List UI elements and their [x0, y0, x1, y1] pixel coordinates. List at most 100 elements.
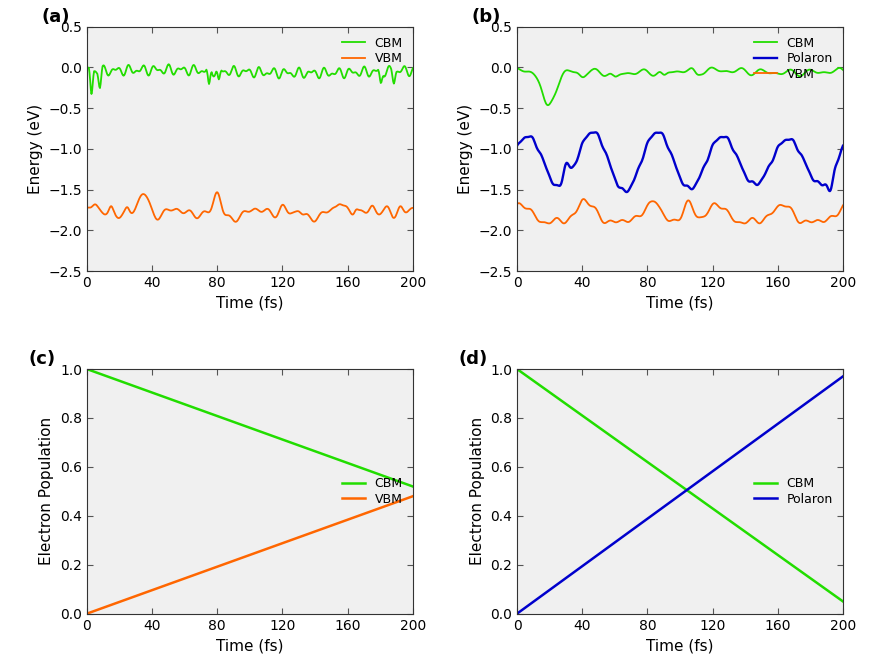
CBM — [401, 65, 411, 73]
VBM — [348, 514, 359, 522]
Polaron — [689, 182, 700, 190]
VBM — [831, 212, 841, 220]
VBM — [238, 553, 249, 561]
Line: CBM: CBM — [517, 369, 843, 602]
X-axis label: Time (fs): Time (fs) — [647, 638, 713, 653]
VBM — [212, 188, 222, 196]
CBM — [830, 592, 840, 600]
Y-axis label: Energy (eV): Energy (eV) — [28, 104, 43, 194]
Y-axis label: Electron Population: Electron Population — [469, 418, 485, 566]
VBM — [408, 204, 418, 212]
VBM — [82, 610, 92, 618]
X-axis label: Time (fs): Time (fs) — [647, 295, 713, 311]
Polaron — [706, 468, 716, 476]
VBM — [740, 219, 750, 227]
CBM — [542, 101, 553, 109]
CBM — [706, 63, 717, 71]
VBM — [669, 215, 680, 223]
VBM — [400, 495, 410, 503]
CBM — [258, 429, 269, 437]
CBM — [408, 64, 418, 72]
CBM — [831, 65, 841, 73]
Polaron — [590, 128, 600, 136]
VBM — [230, 218, 241, 226]
CBM — [838, 598, 848, 606]
Polaron — [688, 482, 699, 490]
CBM — [689, 66, 700, 74]
Polaron — [838, 372, 848, 380]
Polaron — [670, 160, 680, 168]
Polaron — [668, 155, 679, 163]
Polaron — [831, 160, 841, 168]
VBM — [258, 546, 269, 554]
VBM — [259, 206, 269, 214]
Line: VBM: VBM — [517, 199, 843, 223]
Polaron — [707, 141, 718, 149]
VBM — [780, 203, 791, 211]
VBM — [408, 492, 418, 500]
CBM — [838, 66, 848, 74]
VBM — [277, 201, 288, 209]
CBM — [236, 421, 247, 429]
Y-axis label: Electron Population: Electron Population — [39, 418, 55, 566]
VBM — [667, 216, 678, 224]
CBM — [667, 476, 677, 484]
CBM — [275, 435, 286, 443]
X-axis label: Time (fs): Time (fs) — [216, 638, 283, 653]
X-axis label: Time (fs): Time (fs) — [216, 295, 283, 311]
Text: (d): (d) — [458, 350, 488, 368]
CBM — [86, 90, 96, 98]
CBM — [780, 68, 791, 76]
Polaron — [830, 378, 840, 386]
Text: (a): (a) — [42, 8, 70, 26]
CBM — [512, 64, 522, 72]
VBM — [275, 540, 286, 548]
CBM — [240, 67, 250, 75]
Polaron — [780, 136, 791, 144]
CBM — [669, 68, 680, 76]
VBM — [689, 208, 700, 216]
Line: CBM: CBM — [87, 64, 413, 94]
VBM — [838, 201, 848, 209]
CBM — [779, 556, 789, 564]
CBM — [688, 491, 699, 499]
Legend: CBM, Polaron, VBM: CBM, Polaron, VBM — [751, 33, 837, 85]
Line: Polaron: Polaron — [517, 376, 843, 614]
CBM — [400, 480, 410, 488]
CBM — [668, 477, 679, 485]
Polaron — [668, 496, 679, 504]
Line: VBM: VBM — [87, 496, 413, 614]
VBM — [579, 195, 589, 203]
CBM — [706, 504, 716, 512]
CBM — [348, 462, 359, 470]
Line: CBM: CBM — [87, 369, 413, 486]
Line: VBM: VBM — [87, 192, 413, 222]
VBM — [82, 204, 92, 212]
VBM — [706, 201, 717, 209]
CBM — [277, 67, 288, 75]
VBM — [240, 207, 250, 215]
CBM — [707, 63, 718, 71]
CBM — [238, 67, 249, 75]
VBM — [238, 208, 249, 216]
CBM — [512, 365, 522, 373]
Line: CBM: CBM — [517, 67, 843, 105]
Polaron — [512, 142, 522, 150]
CBM — [82, 365, 92, 373]
Polaron — [667, 497, 677, 505]
VBM — [236, 554, 247, 562]
Polaron — [621, 188, 632, 196]
Polaron — [779, 415, 789, 423]
Text: (c): (c) — [29, 350, 56, 368]
Legend: CBM, VBM: CBM, VBM — [338, 474, 407, 510]
CBM — [82, 65, 92, 73]
VBM — [512, 200, 522, 208]
Line: Polaron: Polaron — [517, 132, 843, 192]
Y-axis label: Energy (eV): Energy (eV) — [458, 104, 473, 194]
Text: (b): (b) — [471, 8, 501, 26]
Legend: CBM, Polaron: CBM, Polaron — [751, 474, 837, 510]
VBM — [350, 207, 361, 215]
CBM — [259, 71, 269, 79]
Polaron — [512, 610, 522, 618]
VBM — [401, 208, 411, 216]
